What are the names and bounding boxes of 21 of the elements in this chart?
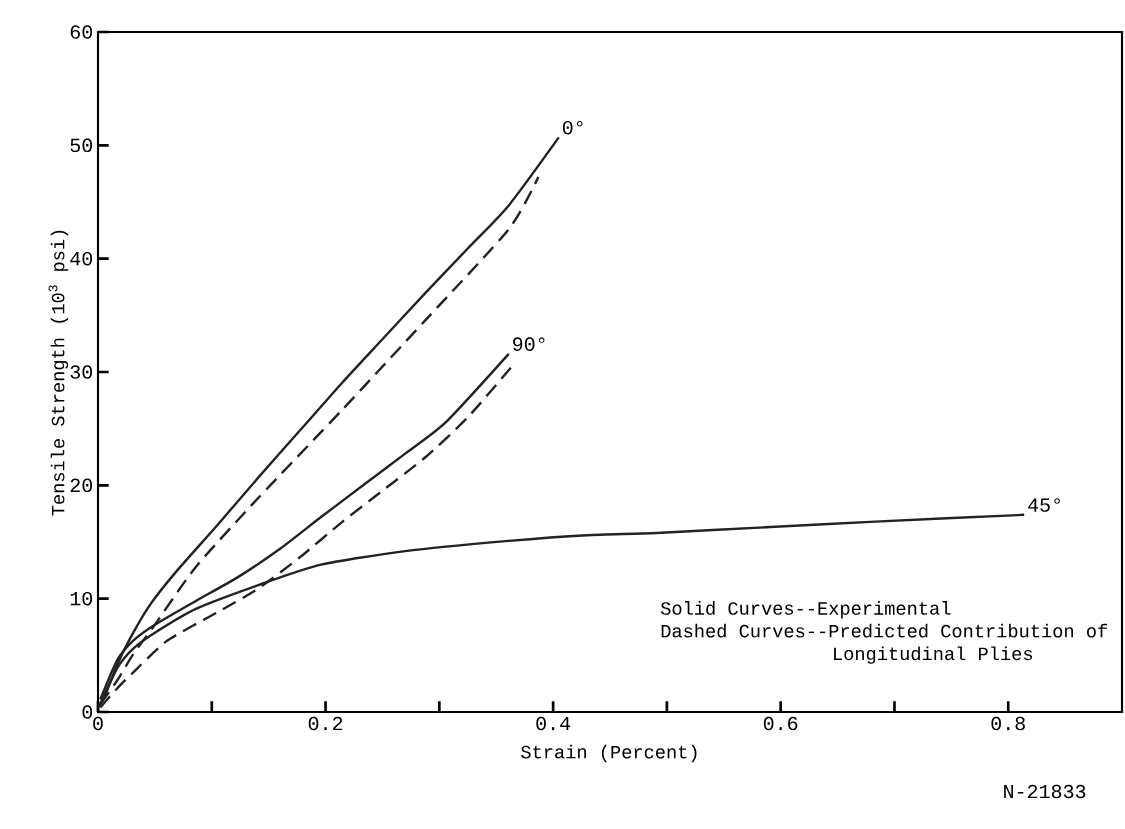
annotation: Longitudinal Plies <box>834 646 1033 664</box>
y-tick-label: 40 <box>70 251 93 266</box>
text: N-21833 <box>1004 784 1086 799</box>
y-tick-label: 0 <box>82 705 93 719</box>
x-tick-label: 0.8 <box>991 716 1025 731</box>
y-tick-label: 20 <box>70 478 93 493</box>
x-axis-title: Strain (Percent) <box>521 744 697 763</box>
series-label: 0° <box>562 120 583 135</box>
y-tick-label: 10 <box>70 591 93 606</box>
series-label: 45° <box>1028 498 1060 512</box>
x-tick-label: 0 <box>93 716 103 731</box>
x-tick-label: 0.2 <box>308 716 343 731</box>
y-tick-label: 50 <box>70 138 93 153</box>
x-tick-label: 0.6 <box>763 716 798 731</box>
y-axis-title: Tensile Strength (10$^{3}$ psi) <box>48 230 69 516</box>
series-label: 90° <box>513 337 545 351</box>
x-tick-label: 0.4 <box>536 716 571 731</box>
y-tick-label: 30 <box>70 365 93 379</box>
y-tick-label: 60 <box>70 25 93 39</box>
annotation: Solid Curves--Experimental <box>660 601 951 619</box>
annotation: Dashed Curves--Predicted Contribution of <box>661 623 1108 638</box>
